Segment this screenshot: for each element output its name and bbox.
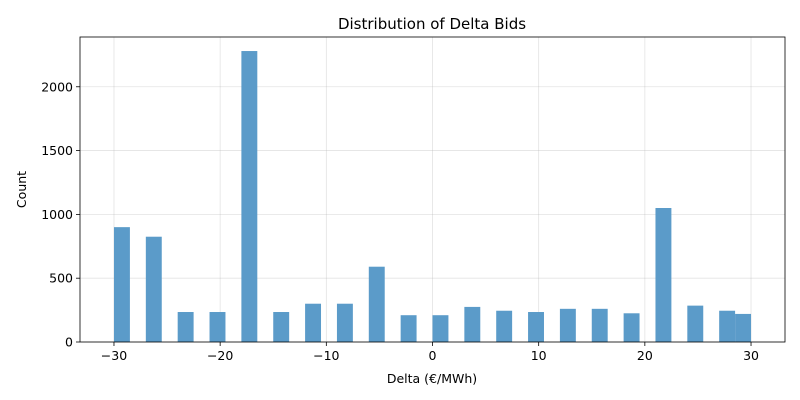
y-tick-label: 0 <box>65 335 73 350</box>
histogram-bar <box>368 266 385 342</box>
histogram-bar <box>591 308 608 342</box>
histogram-bar <box>400 315 417 342</box>
histogram-bar <box>464 306 481 342</box>
grid-lines <box>80 37 785 343</box>
chart-title: Distribution of Delta Bids <box>338 15 526 33</box>
histogram-bar <box>305 303 322 342</box>
histogram-bar <box>559 308 576 342</box>
histogram-bar <box>241 51 258 342</box>
y-axis: 0 500 1000 1500 2000 <box>41 79 80 350</box>
x-tick-label: 30 <box>743 348 759 363</box>
y-axis-label: Count <box>14 171 29 208</box>
x-tick-label: −10 <box>313 348 339 363</box>
x-axis: −30 −20 −10 0 10 20 30 <box>101 342 759 363</box>
histogram-bar <box>719 310 736 342</box>
y-tick-label: 500 <box>49 271 73 286</box>
x-tick-label: −20 <box>207 348 233 363</box>
histogram-bar <box>113 227 130 342</box>
y-tick-label: 1500 <box>41 143 73 158</box>
x-tick-label: −30 <box>101 348 127 363</box>
histogram-bar <box>336 303 353 342</box>
histogram-bar <box>209 312 226 342</box>
x-tick-label: 0 <box>429 348 437 363</box>
x-tick-label: 20 <box>637 348 653 363</box>
histogram-bar <box>655 208 672 342</box>
histogram-bar <box>528 312 544 342</box>
histogram-bar <box>687 305 704 342</box>
histogram-bar <box>432 315 449 342</box>
x-tick-label: 10 <box>531 348 547 363</box>
x-axis-label: Delta (€/MWh) <box>387 371 477 386</box>
y-tick-label: 2000 <box>41 79 73 94</box>
histogram-bar <box>145 236 162 342</box>
histogram-bar <box>273 312 290 342</box>
y-tick-label: 1000 <box>41 207 73 222</box>
histogram-bar <box>623 313 640 342</box>
histogram-bars <box>113 51 752 342</box>
histogram-bar <box>496 310 513 342</box>
histogram-bar <box>735 313 752 342</box>
histogram-bar <box>177 312 194 342</box>
